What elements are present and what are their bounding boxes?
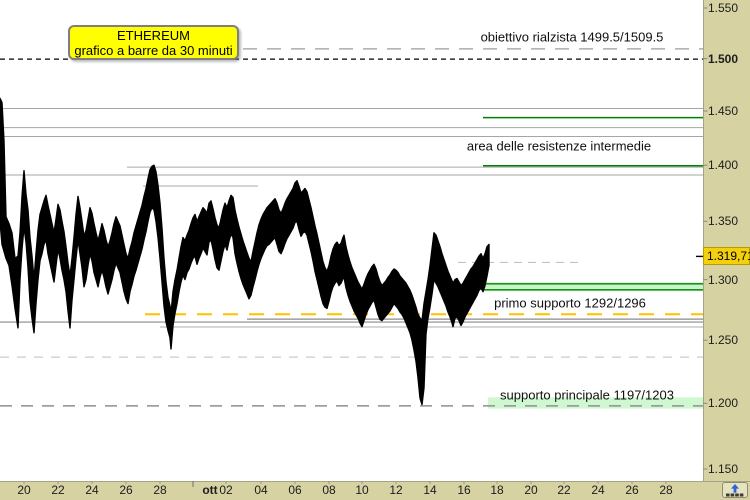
price-axis-label: 1.550 [708,1,739,15]
price-axis-label: 1.450 [708,103,739,118]
date-axis-label: 12 [389,483,403,497]
date-axis-label: 22 [51,483,65,497]
annotation-intermediate-resistance: area delle resistenze intermedie [466,138,652,154]
first-support-band [482,282,703,292]
chart-subtitle: grafico a barre da 30 minuti [74,42,233,58]
date-axis-label: 22 [557,483,571,497]
date-axis-label: 02 [219,483,233,497]
date-axis-label: 08 [322,483,336,497]
date-axis-label: ott [202,483,218,497]
price-axis-label: 1.200 [708,396,739,411]
chart-title-box: ETHEREUM grafico a barre da 30 minuti [68,25,239,60]
date-axis-label: 24 [591,483,605,497]
price-axis-label: 1.500 [708,51,739,66]
date-axis-label: 18 [490,483,504,497]
date-axis-label: 28 [659,483,673,497]
date-axis-label: 24 [85,483,99,497]
time-axis-strip [0,481,750,500]
price-axis-label: 1.350 [708,214,739,229]
date-axis-label: 26 [119,483,133,497]
date-axis-label: 28 [153,483,167,497]
date-axis-label: 04 [254,483,268,497]
auto-scale-button[interactable] [722,482,748,498]
price-axis-label: 1.400 [708,158,739,173]
price-axis-label: 1.150 [708,462,739,476]
price-axis-label: 1.300 [708,272,739,287]
annotation-bullish-target: obiettivo rialzista 1499.5/1509.5 [480,29,664,45]
last-price-badge: 1.319,71 [703,247,750,266]
main-support-band [488,397,703,409]
chart-up-arrow-icon [726,483,744,496]
date-axis-label: 14 [423,483,437,497]
annotation-first-support: primo supporto 1292/1296 [494,295,646,311]
date-axis-label: 26 [625,483,639,497]
chart-title: ETHEREUM [117,27,190,43]
price-bars [0,97,490,406]
annotation-main-support: supporto principale 1197/1203 [500,387,674,403]
date-axis-label: 10 [355,483,369,497]
date-axis-label: 20 [524,483,538,497]
date-axis-label: 06 [288,483,302,497]
date-axis-label: 20 [17,483,31,497]
price-axis-label: 1.250 [708,333,739,348]
date-axis-label: 16 [457,483,471,497]
